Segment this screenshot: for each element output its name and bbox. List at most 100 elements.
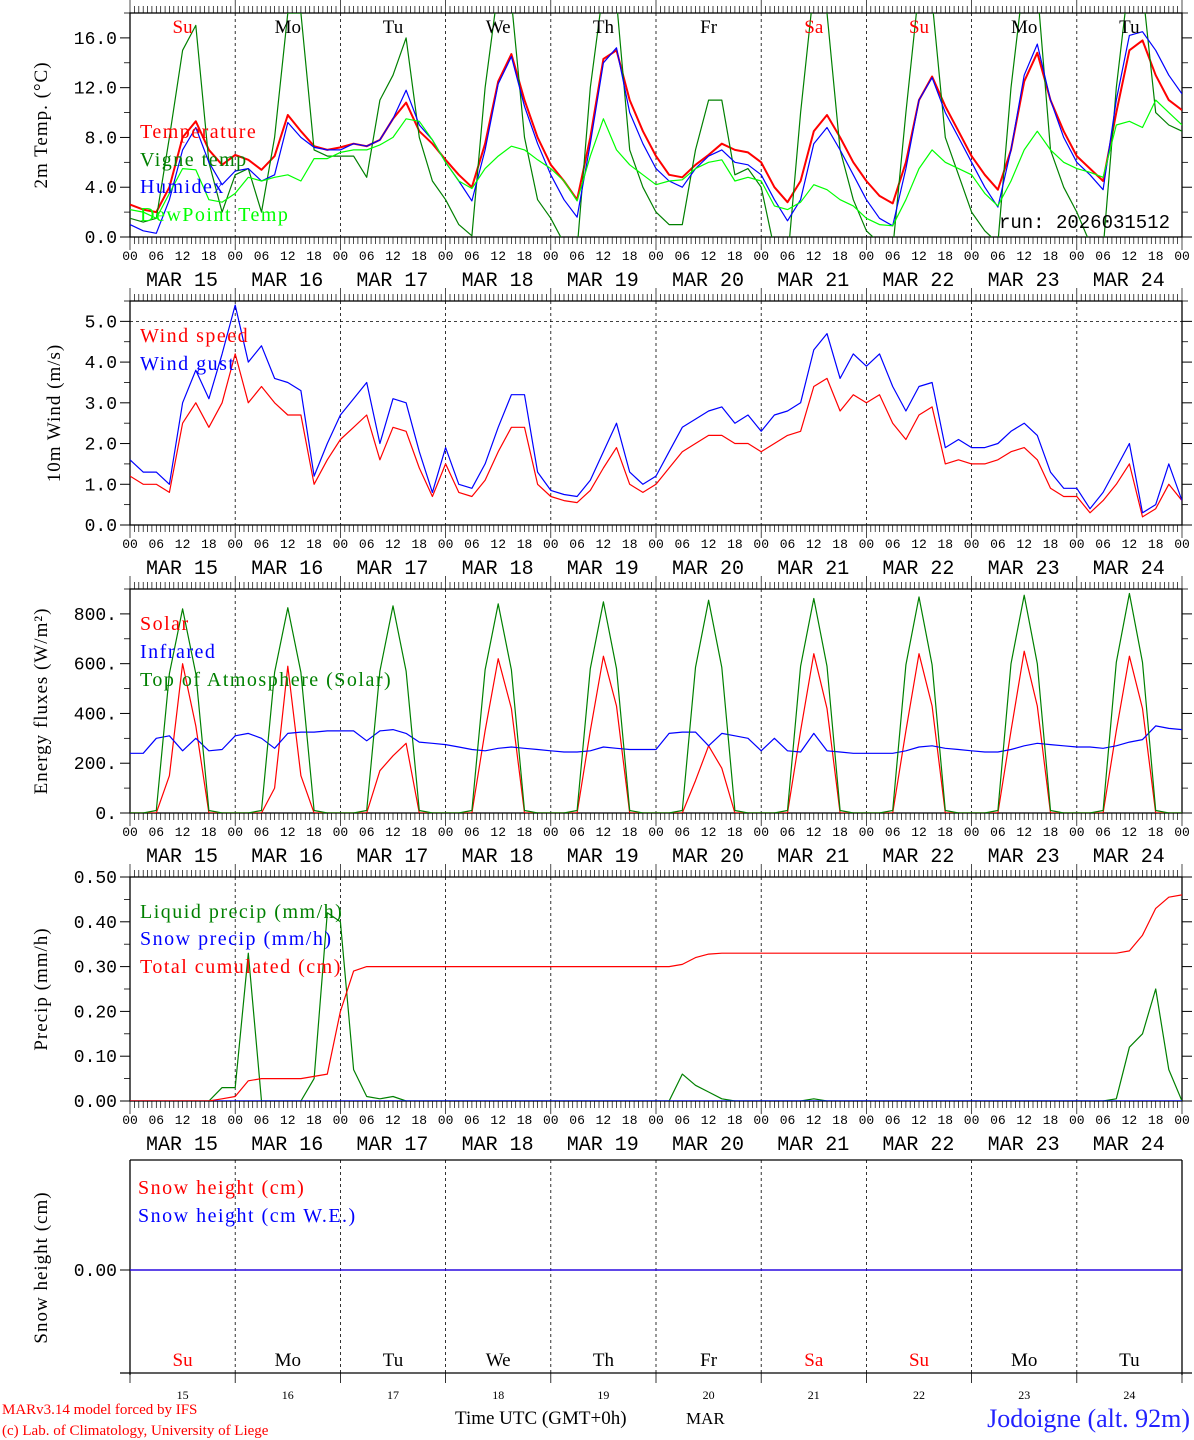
legend-entry: Vigne temp — [140, 149, 248, 171]
weekday-label: We — [486, 17, 511, 38]
hour-tick-label: 18 — [517, 249, 533, 264]
date-label: MAR 15 — [146, 270, 218, 293]
hour-tick-label: 00 — [753, 1113, 769, 1128]
hour-tick-label: 18 — [1043, 825, 1059, 840]
y-tick-label: 400. — [74, 705, 117, 725]
date-number-label: 20 — [703, 1388, 715, 1402]
series-line-wind-speed — [130, 353, 1182, 518]
hour-tick-label: 00 — [333, 825, 349, 840]
hour-tick-label: 06 — [359, 249, 375, 264]
hour-tick-label: 00 — [438, 249, 454, 264]
hour-ticks — [129, 864, 1183, 1114]
hour-tick-label: 00 — [1069, 537, 1085, 552]
date-label: MAR 17 — [356, 1134, 428, 1157]
y-tick-label: 0.10 — [74, 1048, 117, 1068]
y-tick-label: 0.00 — [74, 1093, 117, 1113]
hour-tick-label: 00 — [122, 825, 138, 840]
hour-tick-label: 06 — [1095, 825, 1111, 840]
hour-tick-label: 12 — [806, 537, 822, 552]
hour-tick-label: 06 — [990, 1113, 1006, 1128]
date-label: MAR 19 — [567, 846, 639, 869]
hour-tick-label: 18 — [1148, 249, 1164, 264]
y-axis-label: Snow height (cm) — [31, 1191, 52, 1343]
date-label: MAR 17 — [356, 270, 428, 293]
date-label: MAR 23 — [988, 270, 1060, 293]
date-number-label: 21 — [808, 1388, 820, 1402]
hour-tick-label: 18 — [1148, 825, 1164, 840]
hour-tick-label: 12 — [385, 1113, 401, 1128]
hour-tick-label: 06 — [885, 249, 901, 264]
hour-tick-label: 18 — [411, 825, 427, 840]
hour-tick-label: 06 — [359, 1113, 375, 1128]
date-label: MAR 16 — [251, 558, 323, 581]
y-tick-label: 200. — [74, 755, 117, 775]
hour-tick-label: 00 — [1174, 249, 1190, 264]
hour-tick-label: 18 — [201, 537, 217, 552]
hour-tick-label: 18 — [1148, 537, 1164, 552]
hour-tick-label: 12 — [911, 537, 927, 552]
hour-tick-label: 12 — [806, 249, 822, 264]
hour-tick-label: 12 — [1016, 249, 1032, 264]
hour-tick-label: 00 — [1069, 249, 1085, 264]
hour-tick-label: 00 — [859, 537, 875, 552]
hour-tick-label: 18 — [937, 1113, 953, 1128]
hour-tick-label: 18 — [1043, 537, 1059, 552]
panel-4: 00 06 12 18 00 06 12 18 00 06 12 18 00 06 12 18 00 06 12 18… — [31, 864, 1192, 1157]
hour-tick-label: 12 — [701, 825, 717, 840]
series-line-infrared — [130, 725, 1182, 754]
weekday-label: Su — [173, 1350, 194, 1371]
weekday-label: Mo — [275, 1350, 301, 1371]
hour-tick-label: 12 — [701, 249, 717, 264]
hour-tick-label: 18 — [517, 825, 533, 840]
hour-tick-label: 12 — [280, 1113, 296, 1128]
y-axis-label: 10m Wind (m/s) — [44, 344, 65, 483]
legend-entry: Humidex — [140, 176, 225, 198]
hour-tick-label: 00 — [122, 249, 138, 264]
legend-entry: Snow precip (mm/h) — [140, 928, 333, 950]
hour-tick-label: 18 — [832, 1113, 848, 1128]
hour-tick-label: 18 — [306, 1113, 322, 1128]
hour-tick-label: 12 — [701, 1113, 717, 1128]
date-label: MAR 17 — [356, 558, 428, 581]
hour-tick-label: 18 — [937, 249, 953, 264]
hour-tick-label: 12 — [806, 825, 822, 840]
legend-entry: Top of Atmosphere (Solar) — [140, 669, 392, 691]
hour-tick-label: 12 — [911, 825, 927, 840]
hour-tick-label: 00 — [1069, 825, 1085, 840]
hour-tick-label: 00 — [122, 537, 138, 552]
hour-tick-label: 12 — [490, 825, 506, 840]
date-number-label: 19 — [597, 1388, 609, 1402]
date-label: MAR 21 — [777, 1134, 849, 1157]
hour-tick-label: 06 — [780, 1113, 796, 1128]
hour-tick-label: 00 — [438, 825, 454, 840]
hour-tick-label: 12 — [1016, 537, 1032, 552]
hour-ticks — [129, 0, 1183, 250]
y-tick-label: 0.0 — [85, 517, 117, 537]
hour-tick-label: 06 — [674, 825, 690, 840]
date-label: MAR 16 — [251, 1134, 323, 1157]
weekday-label: Su — [173, 17, 194, 38]
hour-tick-label: 12 — [385, 825, 401, 840]
date-number-label: 23 — [1018, 1388, 1030, 1402]
hour-tick-label: 00 — [438, 537, 454, 552]
date-label: MAR 15 — [146, 846, 218, 869]
y-tick-label: 5.0 — [85, 313, 117, 333]
hour-tick-label: 18 — [1043, 249, 1059, 264]
weekday-label: Tu — [1119, 1350, 1140, 1371]
date-label: MAR 21 — [777, 270, 849, 293]
hour-tick-label: 18 — [1148, 1113, 1164, 1128]
date-label: MAR 24 — [1093, 1134, 1165, 1157]
hour-tick-label: 12 — [280, 249, 296, 264]
weekday-label: Su — [909, 1350, 930, 1371]
date-label: MAR 15 — [146, 558, 218, 581]
hour-tick-label: 06 — [674, 537, 690, 552]
hour-tick-label: 06 — [569, 1113, 585, 1128]
y-tick-label: 0.50 — [74, 869, 117, 889]
weekday-label: Sa — [804, 1350, 824, 1371]
y-tick-label: 0. — [95, 805, 117, 825]
lab-credit: (c) Lab. of Climatology, University of L… — [2, 1423, 269, 1439]
hour-tick-label: 00 — [227, 825, 243, 840]
hour-tick-label: 18 — [622, 537, 638, 552]
hour-tick-label: 18 — [1043, 1113, 1059, 1128]
hour-tick-label: 06 — [1095, 537, 1111, 552]
